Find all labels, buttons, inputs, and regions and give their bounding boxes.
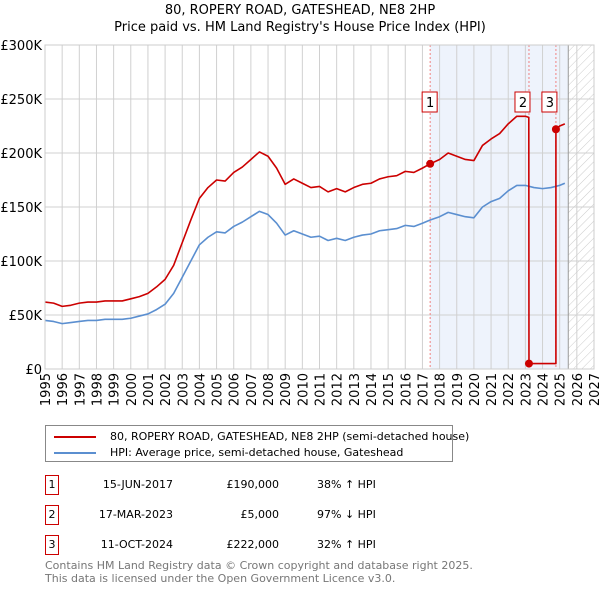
x-tick-label: 2016 xyxy=(399,373,414,406)
x-tick-label: 2020 xyxy=(468,373,483,406)
price: £222,000 xyxy=(226,538,280,551)
marker-badge: 3 xyxy=(45,535,59,555)
x-tick-label: 2021 xyxy=(485,373,500,406)
x-tick-label: 2006 xyxy=(228,373,243,406)
transaction-row: 1 15-JUN-2017 £190,000 38% ↑ HPI xyxy=(45,475,445,495)
legend-swatch-red xyxy=(54,435,96,438)
legend-item-hpi: HPI: Average price, semi-detached house,… xyxy=(54,446,403,459)
sale-label: 1 xyxy=(426,96,434,111)
x-tick-label: 2002 xyxy=(159,373,174,406)
hpi-diff: 32% ↑ HPI xyxy=(317,538,376,551)
sale-label: 2 xyxy=(519,96,527,111)
hpi-diff: 38% ↑ HPI xyxy=(317,478,376,491)
property-price-line xyxy=(44,115,566,365)
transaction-row: 3 11-OCT-2024 £222,000 32% ↑ HPI xyxy=(45,535,445,555)
sale-label-box xyxy=(514,91,531,113)
hpi-diff: 97% ↓ HPI xyxy=(317,508,376,521)
x-tick-label: 1997 xyxy=(73,373,88,406)
sale-label-box xyxy=(421,91,438,113)
y-tick-label: £200K xyxy=(0,147,42,162)
x-tick-label: 2015 xyxy=(382,373,397,406)
x-tick-label: 2013 xyxy=(348,373,363,406)
x-tick-label: 2011 xyxy=(314,373,329,406)
sale-label-box xyxy=(541,91,558,113)
x-tick-label: 2025 xyxy=(554,373,569,406)
x-tick-label: 2009 xyxy=(279,373,294,406)
x-tick-label: 2012 xyxy=(331,373,346,406)
x-tick-label: 1998 xyxy=(90,373,105,406)
sale-point xyxy=(426,159,435,168)
x-tick-label: 2022 xyxy=(502,373,517,406)
date: 15-JUN-2017 xyxy=(102,478,173,491)
price: £5,000 xyxy=(240,508,280,521)
x-tick-label: 2014 xyxy=(365,373,380,406)
y-tick-label: £0 xyxy=(25,363,42,378)
x-tick-label: 1999 xyxy=(108,373,123,406)
y-tick-label: £100K xyxy=(0,255,42,270)
x-tick-label: 2003 xyxy=(176,373,191,406)
plot-border xyxy=(44,44,595,370)
hpi-line xyxy=(44,182,566,325)
chart-subtitle: Price paid vs. HM Land Registry's House … xyxy=(114,20,486,35)
x-tick-label: 2000 xyxy=(125,373,140,406)
chart-title: 80, ROPERY ROAD, GATESHEAD, NE8 2HP xyxy=(164,3,436,18)
x-tick-label: 2005 xyxy=(211,373,226,406)
marker-badge: 2 xyxy=(45,505,59,525)
sale-point xyxy=(551,125,560,134)
marker-badge: 1 xyxy=(45,475,59,495)
legend: 80, ROPERY ROAD, GATESHEAD, NE8 2HP (sem… xyxy=(45,425,469,462)
x-tick-label: 2024 xyxy=(537,373,552,406)
x-tick-label: 2007 xyxy=(245,373,260,406)
footer-line: Contains HM Land Registry data © Crown c… xyxy=(45,559,473,572)
footer: Contains HM Land Registry data © Crown c… xyxy=(45,559,473,585)
transaction-row: 2 17-MAR-2023 £5,000 97% ↓ HPI xyxy=(45,505,445,525)
x-tick-label: 2004 xyxy=(193,373,208,406)
date: 11-OCT-2024 xyxy=(100,538,173,551)
y-tick-label: £50K xyxy=(9,309,43,324)
x-tick-label: 1996 xyxy=(56,373,71,406)
legend-label: HPI: Average price, semi-detached house,… xyxy=(110,446,404,459)
x-tick-label: 2001 xyxy=(142,373,157,406)
y-tick-label: £300K xyxy=(0,39,42,54)
x-tick-label: 2017 xyxy=(416,373,431,406)
footer-line: This data is licensed under the Open Gov… xyxy=(45,572,396,585)
x-tick-label: 2008 xyxy=(262,373,277,406)
y-tick-label: £150K xyxy=(0,201,42,216)
sale-label: 3 xyxy=(546,96,554,111)
legend-swatch-blue xyxy=(54,451,96,454)
price: £190,000 xyxy=(226,478,280,491)
plot-area: 1995 1996 1997 1998 1999 2000 2001 2002 2003 2004… xyxy=(0,39,600,406)
legend-label: 80, ROPERY ROAD, GATESHEAD, NE8 2HP (sem… xyxy=(110,430,470,443)
x-tick-label: 2027 xyxy=(588,373,600,406)
legend-item-property: 80, ROPERY ROAD, GATESHEAD, NE8 2HP (sem… xyxy=(54,430,469,443)
x-tick-label: 2018 xyxy=(434,373,449,406)
sale-point xyxy=(524,359,533,368)
x-tick-label: 2026 xyxy=(571,373,586,406)
date: 17-MAR-2023 xyxy=(98,508,173,521)
x-tick-label: 1995 xyxy=(39,373,54,406)
x-tick-label: 2019 xyxy=(451,373,466,406)
y-tick-label: £250K xyxy=(0,93,42,108)
x-tick-label: 2010 xyxy=(296,373,311,406)
x-tick-label: 2023 xyxy=(519,373,534,406)
